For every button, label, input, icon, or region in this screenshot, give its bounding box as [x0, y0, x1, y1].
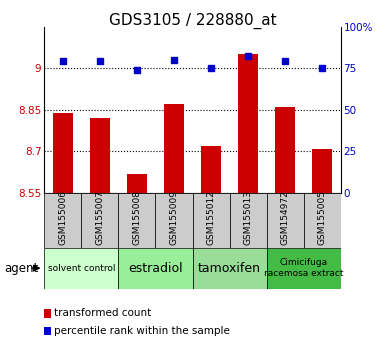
Text: GSM155005: GSM155005	[318, 190, 327, 245]
Bar	[192, 193, 229, 248]
Text: Cimicifuga
racemosa extract: Cimicifuga racemosa extract	[264, 258, 343, 278]
Bar	[312, 149, 332, 193]
Text: estradiol: estradiol	[128, 262, 183, 275]
Text: GDS3105 / 228880_at: GDS3105 / 228880_at	[109, 12, 276, 29]
Bar	[90, 118, 110, 193]
Bar	[44, 193, 81, 248]
Bar	[156, 193, 192, 248]
Text: solvent control: solvent control	[48, 264, 115, 273]
Bar	[81, 193, 119, 248]
Text: GSM155006: GSM155006	[58, 190, 67, 245]
Text: GSM154972: GSM154972	[281, 190, 290, 245]
Bar	[229, 193, 266, 248]
Text: GSM155008: GSM155008	[132, 190, 141, 245]
Bar	[127, 173, 147, 193]
Text: agent: agent	[4, 262, 38, 275]
Text: GSM155009: GSM155009	[169, 190, 179, 245]
Text: tamoxifen: tamoxifen	[198, 262, 261, 275]
Bar	[275, 107, 295, 193]
Text: GSM155013: GSM155013	[244, 190, 253, 245]
Bar	[44, 248, 119, 289]
Bar	[267, 193, 304, 248]
Text: GSM155012: GSM155012	[206, 190, 216, 245]
Bar	[164, 104, 184, 193]
Bar	[267, 248, 341, 289]
Bar	[53, 113, 73, 193]
Text: GSM155007: GSM155007	[95, 190, 104, 245]
Bar	[192, 248, 267, 289]
Bar	[119, 193, 156, 248]
Text: transformed count: transformed count	[54, 308, 151, 318]
Bar	[304, 193, 341, 248]
Text: percentile rank within the sample: percentile rank within the sample	[54, 326, 230, 336]
Bar	[119, 248, 192, 289]
Bar	[201, 146, 221, 193]
Bar	[238, 54, 258, 193]
